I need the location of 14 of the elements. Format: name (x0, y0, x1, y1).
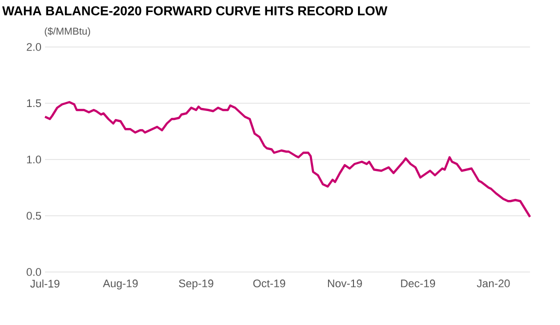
x-tick-label: Jul-19 (30, 280, 60, 288)
y-axis-title: ($/MMBtu) (44, 27, 90, 37)
x-tick-label: Sep-19 (178, 280, 214, 290)
y-tick-label: 1.5 (27, 99, 42, 108)
y-tick-label: 0.0 (26, 268, 42, 276)
y-tick-label: 1.0 (27, 156, 42, 164)
chart-title: WAHA BALANCE-2020 FORWARD CURVE HITS RECORD LOW (2, 6, 388, 16)
x-tick-label: Oct-19 (253, 280, 286, 288)
y-tick-label: 2.0 (26, 43, 42, 51)
x-tick-label: Jan-20 (476, 280, 510, 288)
y-tick-label: 0.5 (26, 212, 42, 220)
x-tick-label: Dec-19 (401, 280, 436, 288)
x-tick-label: Aug-19 (102, 280, 138, 290)
x-tick-label: Nov-19 (328, 280, 362, 288)
